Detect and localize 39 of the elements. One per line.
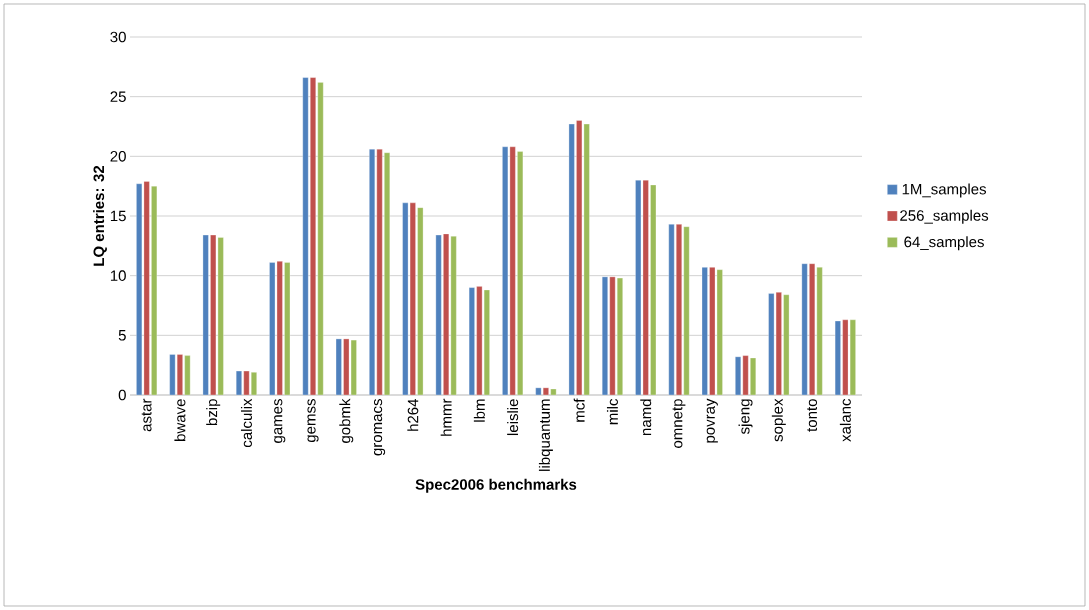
x-tick-label: astar: [141, 398, 152, 432]
x-tick-label: hmmr: [440, 398, 452, 436]
bar: [376, 149, 383, 395]
x-tick-label: namd: [640, 399, 652, 436]
y-tick-label: 15: [110, 210, 126, 222]
x-tick-label: bwave: [174, 399, 186, 441]
y-tick-label: 25: [110, 91, 126, 102]
legend-label: 1M_samples: [902, 183, 987, 198]
y-tick-label: 30: [110, 31, 126, 43]
y-tick-label: 10: [110, 270, 126, 281]
x-axis-title: Spec2006 benchmarks: [415, 478, 577, 493]
bar: [450, 236, 457, 395]
y-tick-label: 0: [118, 389, 126, 401]
x-tick-label: lbm: [473, 399, 485, 422]
x-tick-label: omnetp: [672, 399, 686, 448]
x-tick-label: milc: [606, 398, 618, 425]
bar: [317, 82, 324, 395]
x-tick-label: libquantum: [538, 399, 553, 471]
x-tick-label: games: [274, 399, 286, 443]
y-axis-title: LQ entries: 32: [93, 165, 107, 266]
bar: [683, 226, 690, 395]
x-tick-label: gobmk: [339, 398, 354, 443]
x-tick-label: mcf: [573, 398, 585, 422]
x-tick-label: soplex: [771, 398, 786, 442]
x-tick-label: bzip: [206, 399, 221, 426]
legend-label: 256_samples: [900, 209, 989, 224]
legend-label: 64_samples: [904, 236, 984, 251]
x-tick-label: povray: [706, 398, 718, 443]
y-tick-label: 20: [110, 151, 126, 162]
x-tick-label: sjeng: [738, 399, 753, 434]
x-tick-label: tonto: [807, 399, 818, 432]
x-tick-label: gemss: [307, 399, 319, 443]
x-tick-label: h264: [407, 398, 419, 431]
bar: [816, 267, 823, 395]
x-tick-label: xalanc: [839, 398, 851, 442]
x-tick-label: calculix: [240, 398, 252, 448]
x-tick-label: gromacs: [373, 399, 386, 456]
y-tick-label: 5: [118, 330, 126, 341]
x-tick-label: leislie: [507, 399, 519, 436]
